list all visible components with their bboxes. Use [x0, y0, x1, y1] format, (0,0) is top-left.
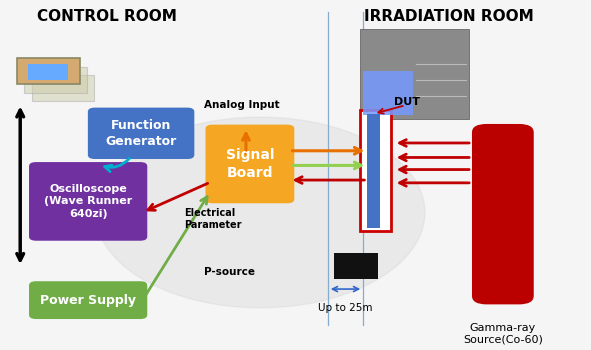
Text: Signal
Board: Signal Board — [226, 148, 274, 180]
Bar — [360, 29, 469, 119]
Text: Function
Generator: Function Generator — [105, 119, 177, 148]
Text: IRRADIATION ROOM: IRRADIATION ROOM — [363, 9, 533, 24]
FancyBboxPatch shape — [206, 125, 294, 203]
Polygon shape — [96, 117, 425, 308]
Bar — [28, 64, 68, 80]
Text: Up to 25m: Up to 25m — [318, 303, 373, 313]
Text: P-source: P-source — [204, 267, 255, 277]
Text: Power Supply: Power Supply — [40, 294, 136, 307]
FancyBboxPatch shape — [360, 110, 391, 231]
FancyBboxPatch shape — [24, 67, 87, 93]
Text: Analog Input: Analog Input — [204, 100, 280, 110]
FancyBboxPatch shape — [29, 281, 147, 319]
Text: DUT: DUT — [394, 97, 420, 107]
FancyBboxPatch shape — [17, 58, 80, 84]
FancyBboxPatch shape — [32, 75, 95, 101]
Text: Gamma-ray
Source(Co-60): Gamma-ray Source(Co-60) — [463, 323, 543, 345]
Text: Oscilloscope
(Wave Runner
640zi): Oscilloscope (Wave Runner 640zi) — [44, 184, 132, 219]
FancyBboxPatch shape — [367, 114, 380, 228]
FancyBboxPatch shape — [29, 162, 147, 241]
Text: CONTROL ROOM: CONTROL ROOM — [37, 9, 177, 24]
Bar — [363, 71, 413, 116]
FancyBboxPatch shape — [472, 124, 534, 304]
Text: Electrical
Parameter: Electrical Parameter — [184, 209, 241, 230]
Bar — [334, 253, 378, 279]
FancyBboxPatch shape — [88, 107, 194, 159]
